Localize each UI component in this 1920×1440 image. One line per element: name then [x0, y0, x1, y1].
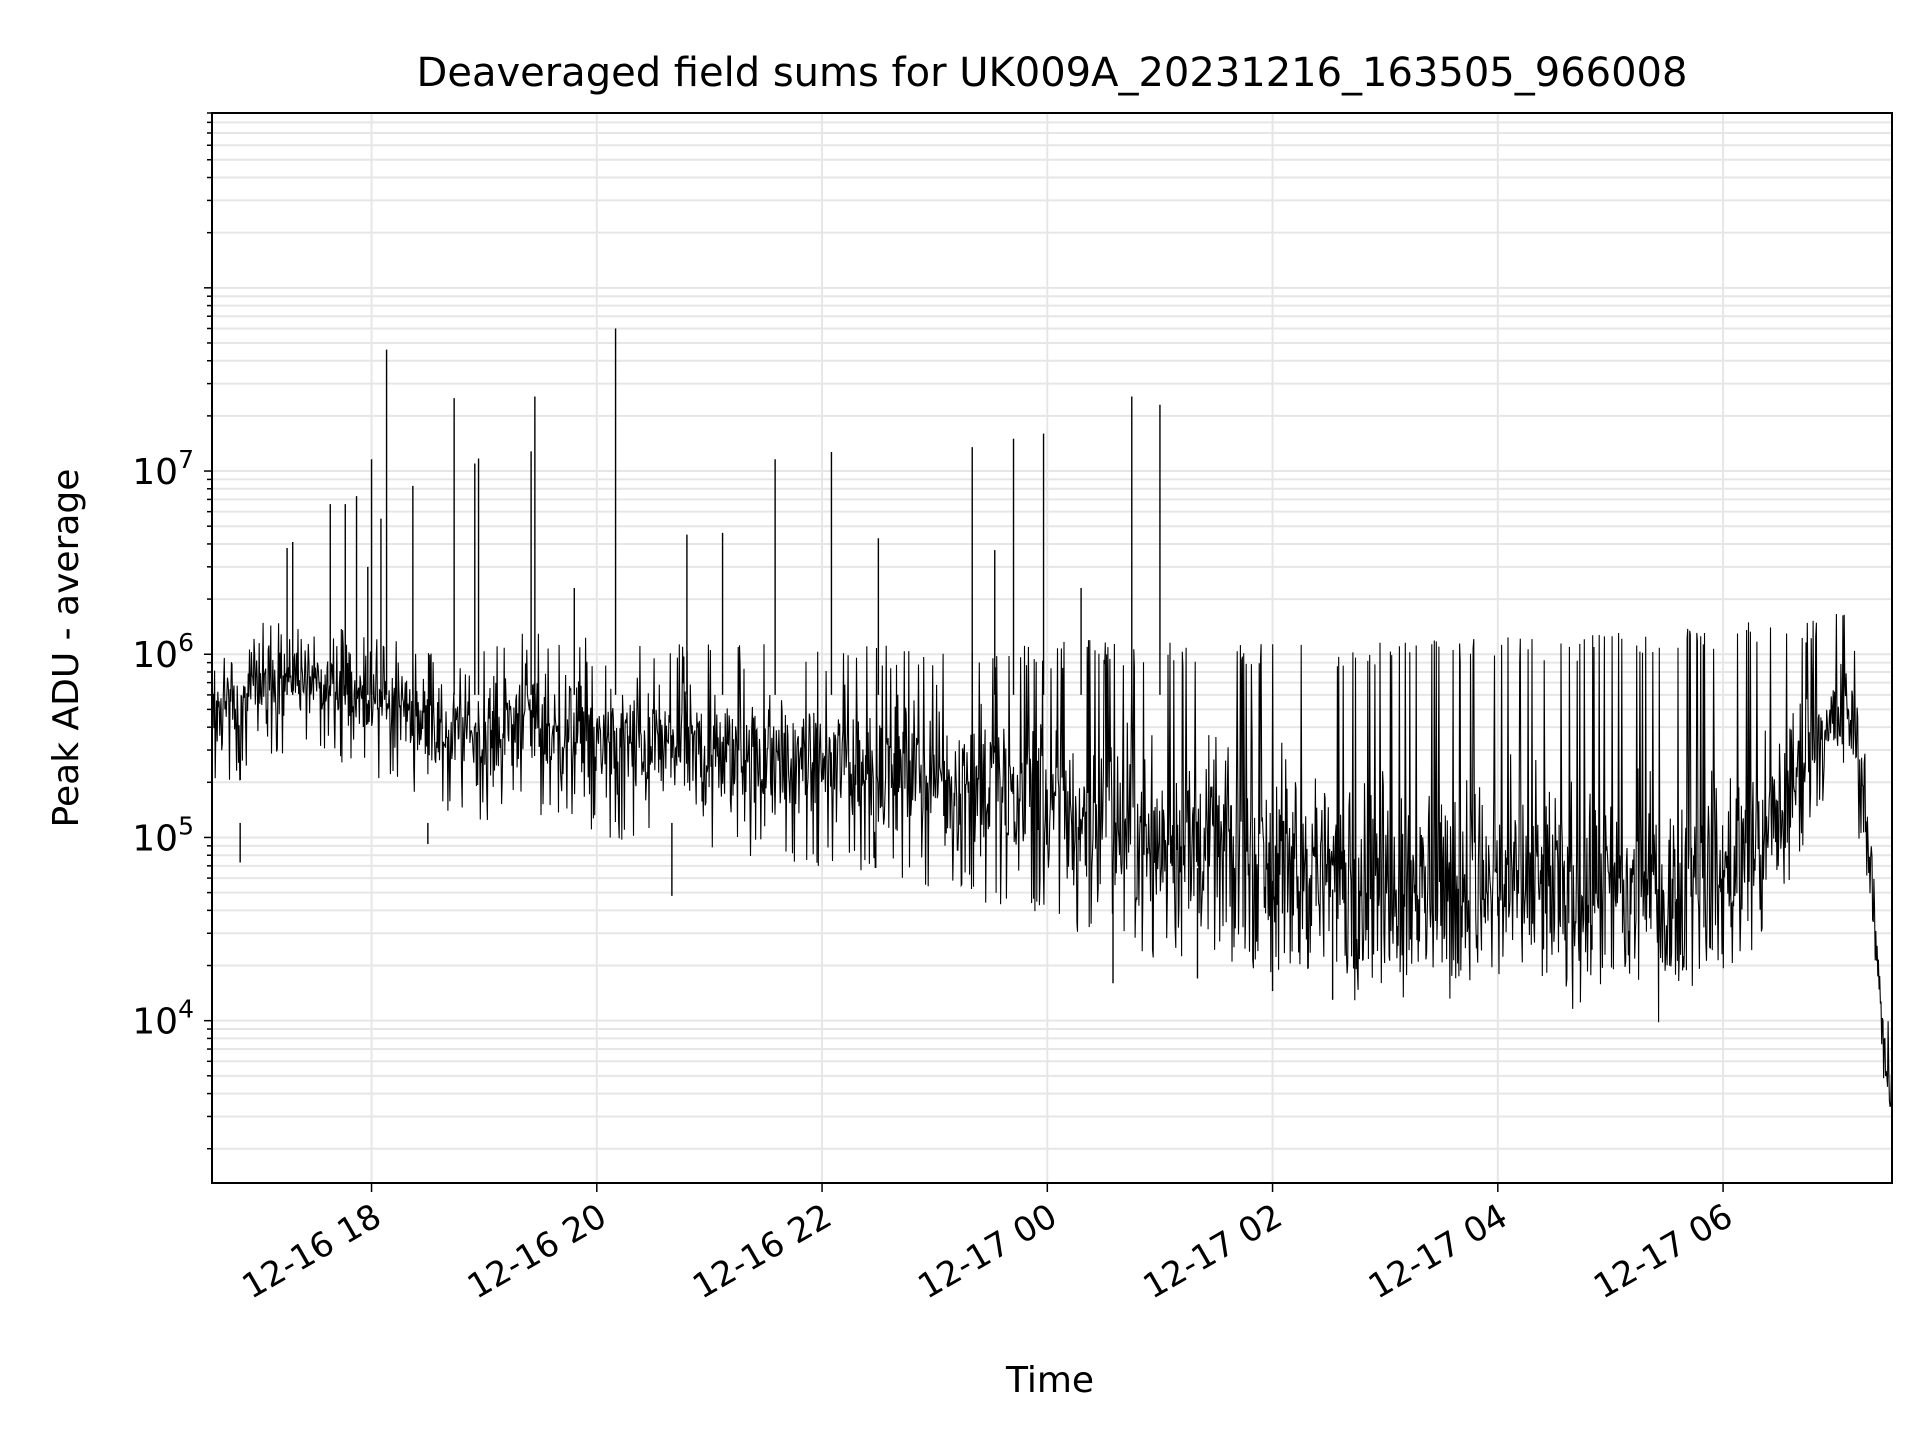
y-tick-label: 107 [132, 445, 194, 493]
plot-frame [211, 112, 1893, 1184]
y-tick-exponent: 6 [178, 628, 194, 657]
series-line [211, 613, 1893, 1112]
y-tick-base: 10 [132, 635, 178, 676]
data-series [211, 328, 1893, 1112]
y-tick-label: 105 [132, 811, 194, 859]
y-axis-label: Peak ADU - average [46, 469, 87, 828]
y-tick-exponent: 7 [178, 445, 194, 474]
y-tick-base: 10 [132, 452, 178, 493]
y-tick-label: 106 [132, 628, 194, 676]
y-tick-label: 104 [132, 995, 194, 1043]
y-tick-base: 10 [132, 1002, 178, 1043]
x-axis-label: Time [1005, 1360, 1094, 1401]
y-tick-exponent: 5 [178, 811, 194, 840]
chart-title: Deaveraged field sums for UK009A_2023121… [417, 50, 1688, 96]
y-tick-base: 10 [132, 818, 178, 859]
y-tick-exponent: 4 [178, 995, 194, 1024]
